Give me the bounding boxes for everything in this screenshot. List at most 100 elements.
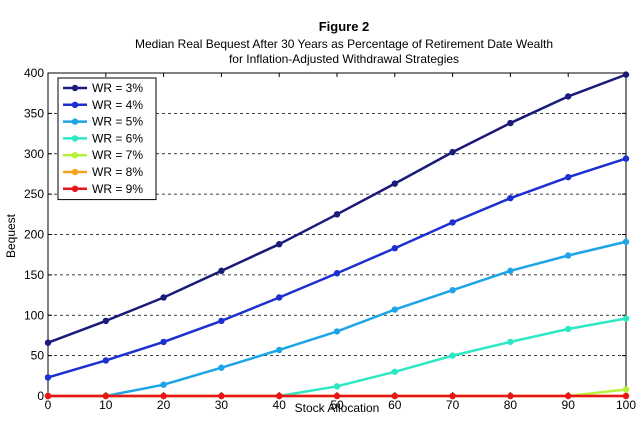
legend-item: WR = 6% bbox=[63, 131, 143, 145]
y-tick-label: 150 bbox=[24, 268, 44, 282]
x-tick-label: 50 bbox=[330, 398, 344, 412]
chart-subtitle-line-2: for Inflation-Adjusted Withdrawal Strate… bbox=[229, 52, 459, 66]
legend-item: WR = 4% bbox=[63, 98, 143, 112]
x-tick-label: 40 bbox=[273, 398, 287, 412]
legend-swatch-marker bbox=[71, 168, 79, 176]
data-point bbox=[276, 240, 283, 248]
legend-swatch-marker bbox=[71, 185, 79, 192]
data-point bbox=[507, 194, 514, 202]
data-point bbox=[333, 211, 341, 218]
data-point bbox=[391, 306, 398, 313]
legend-label: WR = 6% bbox=[92, 131, 143, 145]
data-point bbox=[565, 93, 572, 100]
data-point bbox=[507, 267, 514, 275]
legend-label: WR = 9% bbox=[92, 182, 143, 196]
data-point bbox=[449, 148, 456, 156]
series-lines bbox=[44, 71, 630, 400]
legend-label: WR = 3% bbox=[92, 81, 143, 95]
data-point bbox=[391, 368, 398, 375]
x-tick-label: 0 bbox=[45, 398, 52, 412]
chart-title: Figure 2 bbox=[319, 19, 370, 34]
data-point bbox=[102, 317, 110, 325]
legend-label: WR = 7% bbox=[92, 148, 143, 162]
y-axis-label: Bequest bbox=[4, 213, 18, 258]
legend-swatch-marker bbox=[71, 152, 79, 159]
legend-swatch-marker bbox=[71, 101, 79, 109]
x-axis-ticks: 0 10 20 30 40 50 60 70 80 90 100 bbox=[45, 73, 636, 412]
data-point bbox=[276, 392, 283, 400]
legend-item: WR = 9% bbox=[63, 182, 143, 196]
data-point bbox=[565, 325, 572, 333]
y-tick-label: 0 bbox=[37, 389, 44, 403]
y-tick-label: 100 bbox=[24, 308, 44, 322]
x-axis-label: Stock Allocation bbox=[295, 401, 380, 415]
y-tick-label: 200 bbox=[24, 228, 44, 242]
legend-item: WR = 8% bbox=[63, 165, 143, 179]
data-point bbox=[218, 267, 225, 275]
data-point bbox=[565, 252, 572, 259]
x-tick-label: 100 bbox=[616, 398, 636, 412]
x-tick-label: 20 bbox=[157, 398, 171, 412]
data-point bbox=[622, 71, 630, 78]
data-point bbox=[160, 338, 167, 346]
x-tick-label: 90 bbox=[562, 398, 576, 412]
data-point bbox=[622, 315, 630, 322]
legend-item: WR = 3% bbox=[63, 81, 143, 95]
chart-subtitle-line-1: Median Real Bequest After 30 Years as Pe… bbox=[135, 37, 553, 51]
y-tick-label: 50 bbox=[31, 349, 45, 363]
legend-item: WR = 5% bbox=[63, 115, 143, 129]
y-tick-label: 250 bbox=[24, 187, 44, 201]
data-point bbox=[44, 392, 52, 400]
legend: WR = 3% WR = 4% WR = 5% WR = 6% WR = 7% WR = … bbox=[57, 77, 157, 201]
data-point bbox=[333, 270, 341, 277]
data-point bbox=[565, 392, 572, 400]
series-1 bbox=[44, 71, 630, 346]
data-point bbox=[449, 392, 456, 400]
data-point bbox=[218, 317, 225, 325]
legend-swatch-marker bbox=[71, 84, 79, 92]
x-tick-label: 80 bbox=[504, 398, 518, 412]
data-point bbox=[507, 119, 514, 127]
data-point bbox=[391, 180, 398, 187]
data-point bbox=[160, 294, 167, 301]
data-point bbox=[391, 392, 398, 400]
data-point bbox=[44, 374, 52, 381]
data-point bbox=[333, 392, 341, 400]
data-point bbox=[218, 364, 225, 371]
series-7 bbox=[44, 392, 630, 400]
data-point bbox=[276, 294, 283, 301]
data-point bbox=[507, 392, 514, 400]
data-point bbox=[449, 287, 456, 294]
x-tick-label: 60 bbox=[388, 398, 402, 412]
data-point bbox=[44, 339, 52, 346]
data-point bbox=[391, 245, 398, 252]
y-tick-label: 300 bbox=[24, 147, 44, 161]
legend-label: WR = 8% bbox=[92, 165, 143, 179]
data-point bbox=[622, 386, 630, 393]
data-point bbox=[218, 392, 225, 400]
data-point bbox=[449, 219, 456, 226]
data-point bbox=[276, 346, 283, 354]
legend-item: WR = 7% bbox=[63, 148, 143, 162]
data-point bbox=[333, 328, 341, 335]
data-point bbox=[333, 383, 341, 390]
data-point bbox=[160, 381, 167, 388]
legend-label: WR = 4% bbox=[92, 98, 143, 112]
y-tick-label: 400 bbox=[24, 66, 44, 80]
legend-swatch-marker bbox=[71, 118, 79, 125]
x-tick-label: 30 bbox=[215, 398, 229, 412]
data-point bbox=[102, 357, 110, 364]
legend-label: WR = 5% bbox=[92, 115, 143, 129]
data-point bbox=[565, 173, 572, 181]
data-point bbox=[507, 338, 514, 346]
data-point bbox=[449, 352, 456, 359]
data-point bbox=[102, 392, 110, 400]
legend-swatch-marker bbox=[71, 135, 79, 142]
data-point bbox=[160, 392, 167, 400]
x-tick-label: 10 bbox=[99, 398, 113, 412]
y-tick-label: 350 bbox=[24, 106, 44, 120]
y-axis-ticks: 0 50 100 150 200 250 300 350 400 bbox=[24, 66, 626, 403]
data-point bbox=[622, 392, 630, 400]
